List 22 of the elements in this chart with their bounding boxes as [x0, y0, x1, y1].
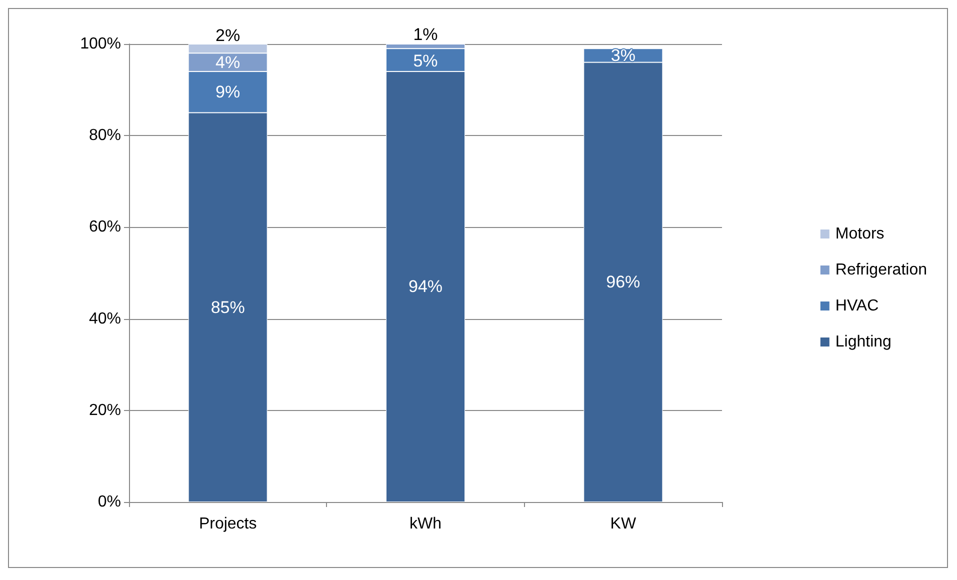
- data-label: 9%: [216, 82, 240, 102]
- data-label: 2%: [216, 26, 240, 45]
- x-tick-label: KW: [610, 516, 637, 532]
- y-tick-label: 80%: [88, 127, 121, 144]
- data-label: 1%: [413, 25, 438, 44]
- data-label: 3%: [610, 46, 636, 65]
- y-tick-label: 40%: [88, 310, 121, 328]
- data-label: 96%: [606, 272, 640, 292]
- data-label: 4%: [216, 52, 240, 72]
- data-label: 85%: [210, 298, 245, 317]
- legend-label: Motors: [835, 226, 884, 242]
- y-tick-label: 20%: [88, 402, 121, 419]
- x-tick-label: Projects: [198, 516, 257, 532]
- legend-label: HVAC: [835, 298, 879, 314]
- data-label: 5%: [413, 51, 438, 70]
- x-tick-label: kWh: [410, 516, 442, 532]
- legend-label: Lighting: [835, 334, 892, 350]
- y-tick-label: 100%: [80, 36, 121, 52]
- data-label: 94%: [408, 277, 443, 296]
- y-tick-label: 60%: [88, 218, 121, 236]
- legend-label: Refrigeration: [835, 262, 928, 278]
- y-tick-label: 0%: [98, 494, 121, 510]
